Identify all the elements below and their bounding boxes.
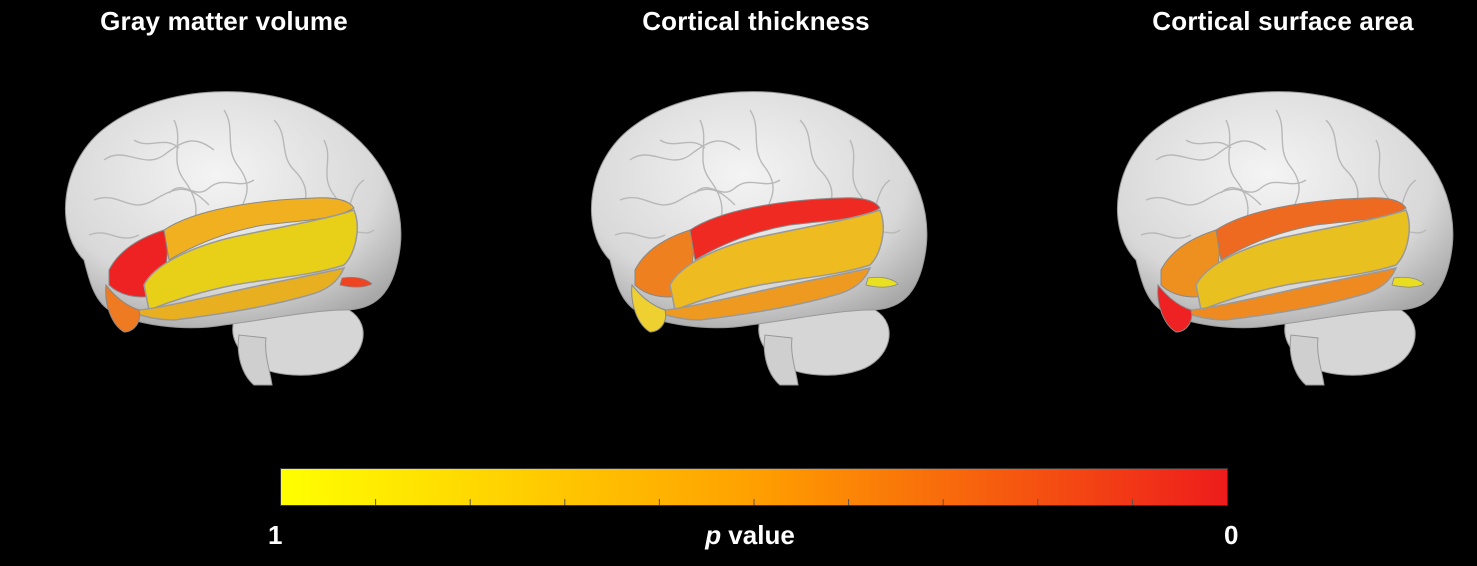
region-temporal-pole: [631, 283, 667, 333]
gyrus-line: [629, 140, 741, 161]
gyrus-line: [1220, 179, 1307, 194]
region-inferior-temporal: [1170, 266, 1398, 321]
region-superior-temporal: [163, 197, 355, 261]
gyrus-line: [1185, 139, 1232, 149]
gyrus-line: [619, 188, 736, 206]
colorbar: [280, 468, 1228, 506]
region-hippocampal: [339, 276, 373, 288]
region-middle-temporal: [143, 209, 358, 312]
colorbar-title: p value: [660, 520, 840, 551]
panel-title-cortical-thickness: Cortical thickness: [642, 6, 870, 36]
gyrus-line: [133, 139, 180, 149]
gyrus-line: [103, 140, 215, 161]
gyrus-line: [1145, 188, 1262, 206]
colorbar-min-label: 1: [268, 520, 283, 550]
gyrus-line: [614, 232, 666, 239]
colorbar-ticks: [375, 499, 1133, 505]
gyrus-line: [1155, 140, 1267, 161]
gyrus-line: [659, 139, 706, 149]
panel-title-gray-matter-volume: Gray matter volume: [100, 6, 348, 36]
gyrus-line: [88, 232, 140, 239]
brainstem: [763, 334, 799, 386]
region-inferior-temporal: [644, 266, 872, 321]
brainstem: [237, 334, 273, 386]
region-hippocampal: [865, 276, 899, 288]
brain-render-cortical-thickness: [591, 91, 928, 386]
region-temporal-pole: [1157, 283, 1193, 333]
gyrus-line: [93, 188, 210, 206]
gyrus-line: [1140, 232, 1192, 239]
colorbar-title-text: value: [721, 520, 795, 550]
gyrus-line: [168, 179, 255, 194]
region-temporal-pole: [105, 283, 141, 333]
gyrus-line: [1275, 109, 1300, 215]
colorbar-title-variable: p: [705, 520, 722, 550]
gyrus-line: [223, 109, 248, 215]
gyrus-line: [749, 109, 774, 215]
brain-render-cortical-surface-area: [1117, 91, 1454, 386]
region-superior-temporal: [689, 197, 881, 261]
region-superior-temporal: [1215, 197, 1407, 261]
region-middle-temporal: [669, 209, 884, 312]
brainstem: [1289, 334, 1325, 386]
brain-render-gray-matter-volume: [65, 91, 402, 386]
colorbar-max-label: 0: [1224, 520, 1239, 550]
region-hippocampal: [1391, 276, 1425, 288]
gyrus-line: [694, 179, 781, 194]
region-middle-temporal: [1195, 209, 1410, 312]
region-inferior-temporal: [118, 266, 346, 321]
panel-title-cortical-surface-area: Cortical surface area: [1152, 6, 1414, 36]
